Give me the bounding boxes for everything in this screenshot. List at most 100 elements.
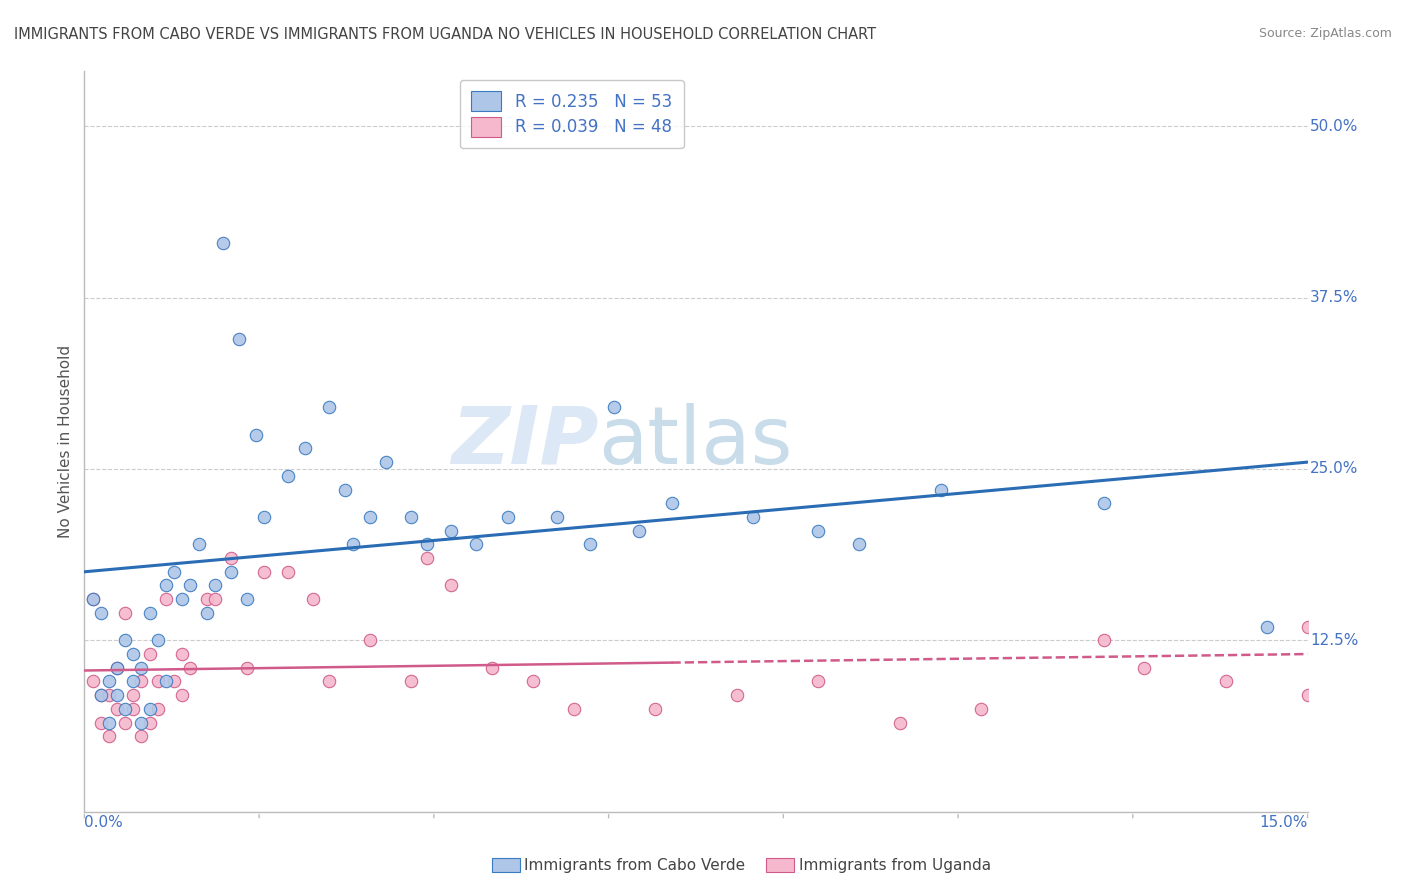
Point xyxy=(1256,619,1278,633)
Legend: R = 0.235   N = 53, R = 0.039   N = 48: R = 0.235 N = 53, R = 0.039 N = 48 xyxy=(460,79,683,148)
Point xyxy=(1296,619,1319,633)
Point xyxy=(929,483,952,497)
Point xyxy=(212,235,235,250)
Point xyxy=(375,455,398,469)
Point xyxy=(579,537,602,551)
Point xyxy=(440,578,463,592)
Point xyxy=(399,674,422,689)
Point xyxy=(97,715,120,730)
Point xyxy=(228,332,250,346)
Point xyxy=(195,592,218,607)
Point xyxy=(155,674,177,689)
Point xyxy=(807,524,830,538)
Point xyxy=(131,661,153,675)
Point xyxy=(114,715,136,730)
Point xyxy=(146,674,169,689)
Point xyxy=(179,661,201,675)
Point xyxy=(277,565,299,579)
Point xyxy=(204,592,226,607)
Point xyxy=(464,537,486,551)
Point xyxy=(172,647,194,661)
Point xyxy=(416,551,439,566)
Point xyxy=(114,702,136,716)
Point xyxy=(359,633,381,648)
Point xyxy=(1296,688,1319,702)
Point xyxy=(187,537,209,551)
Point xyxy=(155,578,177,592)
Point xyxy=(219,551,242,566)
Point xyxy=(236,661,259,675)
Point xyxy=(807,674,830,689)
Point xyxy=(82,674,104,689)
Text: Immigrants from Uganda: Immigrants from Uganda xyxy=(799,858,991,872)
Point xyxy=(1092,633,1115,648)
Point xyxy=(122,674,145,689)
Point xyxy=(97,729,120,743)
Point xyxy=(318,674,340,689)
Y-axis label: No Vehicles in Household: No Vehicles in Household xyxy=(58,345,73,538)
Point xyxy=(122,688,145,702)
Point xyxy=(416,537,439,551)
Point xyxy=(342,537,364,551)
Text: 12.5%: 12.5% xyxy=(1310,632,1358,648)
Point xyxy=(90,606,112,620)
Point xyxy=(122,647,145,661)
Point xyxy=(889,715,911,730)
Point xyxy=(335,483,357,497)
Text: Immigrants from Cabo Verde: Immigrants from Cabo Verde xyxy=(524,858,745,872)
Point xyxy=(131,674,153,689)
Point xyxy=(131,715,153,730)
Point xyxy=(236,592,259,607)
Point xyxy=(105,661,128,675)
Point xyxy=(114,606,136,620)
Point xyxy=(219,565,242,579)
Point xyxy=(562,702,585,716)
Point xyxy=(970,702,993,716)
Point xyxy=(301,592,323,607)
Point xyxy=(277,468,299,483)
Point xyxy=(1215,674,1237,689)
Point xyxy=(146,633,169,648)
Point xyxy=(105,661,128,675)
Point xyxy=(253,565,276,579)
Point xyxy=(105,702,128,716)
Point xyxy=(725,688,748,702)
Point xyxy=(97,674,120,689)
Point xyxy=(138,606,160,620)
Point xyxy=(146,702,169,716)
Point xyxy=(318,401,340,415)
Text: 25.0%: 25.0% xyxy=(1310,461,1358,476)
Point xyxy=(82,592,104,607)
Point xyxy=(742,510,765,524)
Point xyxy=(440,524,463,538)
Point xyxy=(138,647,160,661)
Text: 37.5%: 37.5% xyxy=(1310,290,1358,305)
Point xyxy=(122,702,145,716)
Point xyxy=(498,510,520,524)
Point xyxy=(522,674,544,689)
Point xyxy=(179,578,201,592)
Point xyxy=(253,510,276,524)
Point xyxy=(603,401,626,415)
Point xyxy=(359,510,381,524)
Text: atlas: atlas xyxy=(598,402,793,481)
Point xyxy=(1092,496,1115,510)
Point xyxy=(155,592,177,607)
Point xyxy=(848,537,870,551)
Point xyxy=(90,688,112,702)
Point xyxy=(90,688,112,702)
Text: Source: ZipAtlas.com: Source: ZipAtlas.com xyxy=(1258,27,1392,40)
Point xyxy=(82,592,104,607)
Text: 15.0%: 15.0% xyxy=(1260,815,1308,830)
Point xyxy=(114,633,136,648)
Point xyxy=(204,578,226,592)
Point xyxy=(138,702,160,716)
Point xyxy=(481,661,503,675)
Text: 0.0%: 0.0% xyxy=(84,815,124,830)
Point xyxy=(546,510,568,524)
Point xyxy=(627,524,650,538)
Point xyxy=(90,715,112,730)
Point xyxy=(172,592,194,607)
Point xyxy=(172,688,194,702)
Text: 50.0%: 50.0% xyxy=(1310,119,1358,134)
